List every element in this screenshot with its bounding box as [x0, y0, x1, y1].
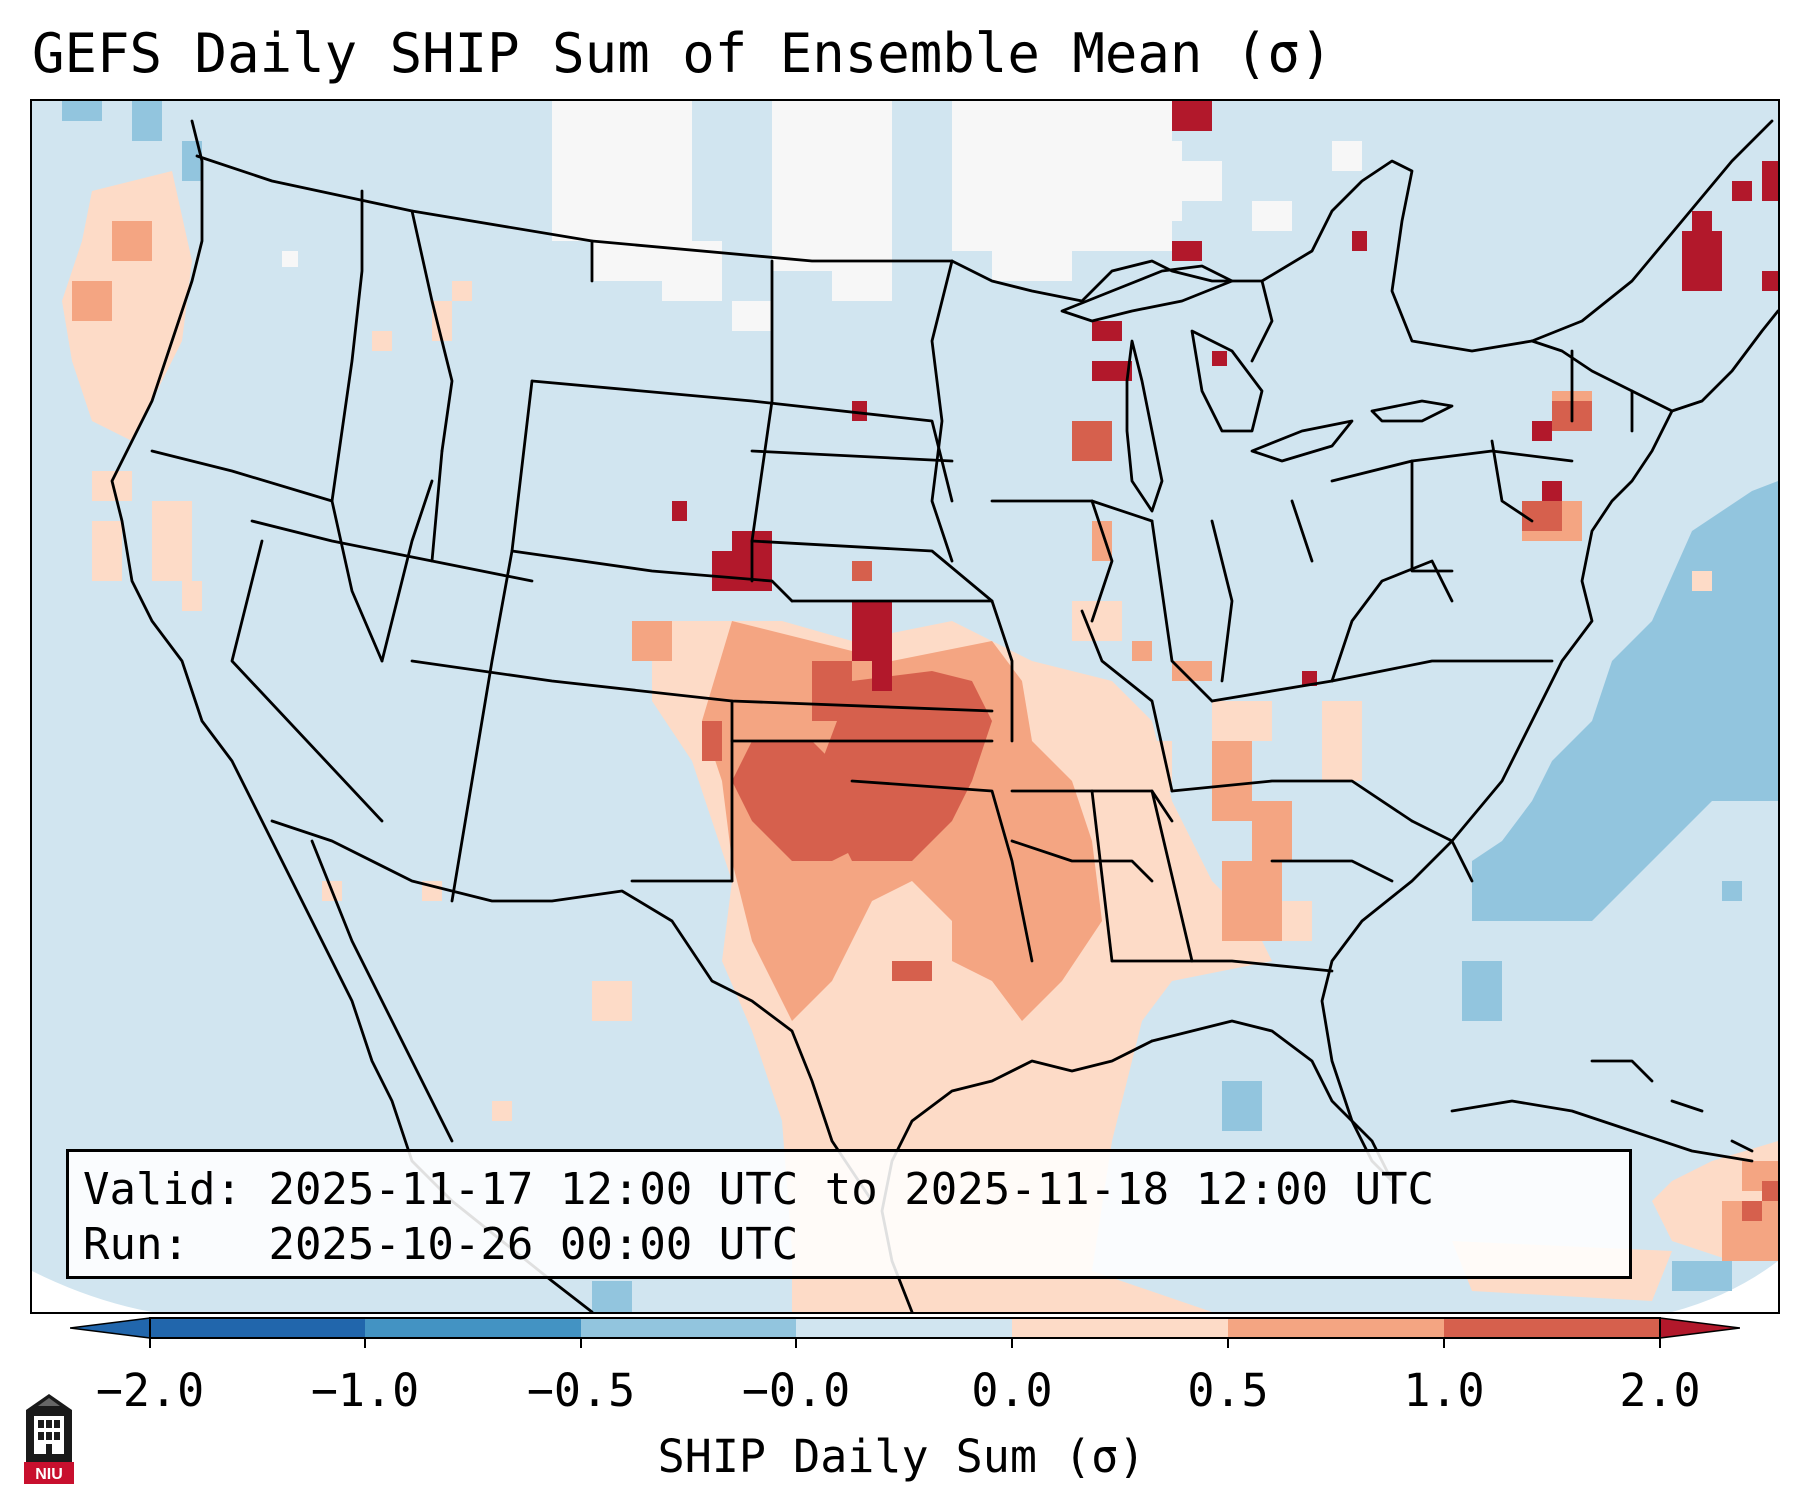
- tick-label: −0.5: [526, 1364, 636, 1417]
- colorbar-bin-3: [796, 1318, 1012, 1338]
- map-canvas: [32, 101, 1778, 1312]
- tick-label: 0.0: [971, 1364, 1053, 1417]
- projection-edge-right: [1672, 1261, 1778, 1312]
- boundaries: [110, 119, 1778, 1312]
- colorbar-bin-4: [1012, 1318, 1228, 1338]
- page-title: GEFS Daily SHIP Sum of Ensemble Mean (σ): [32, 22, 1333, 85]
- colorbar: [70, 1317, 1740, 1348]
- colorbar-bin-0: [150, 1318, 365, 1338]
- map-panel: [30, 99, 1780, 1314]
- strong-positive-anomaly: [702, 401, 1778, 1221]
- tick-label: 1.0: [1403, 1364, 1485, 1417]
- niu-logo-icon: NIU: [24, 1394, 74, 1484]
- projection-edge-left: [32, 1271, 152, 1312]
- valid-label: Valid:: [83, 1164, 242, 1215]
- run-info-box: Valid: 2025-11-17 12:00 UTC to 2025-11-1…: [66, 1149, 1632, 1279]
- colorbar-bin-6: [1444, 1318, 1660, 1338]
- tick-label: 2.0: [1619, 1364, 1701, 1417]
- run-row: Run: 2025-10-26 00:00 UTC: [83, 1217, 1615, 1272]
- colorbar-over-arrow: [1659, 1317, 1740, 1339]
- valid-row: Valid: 2025-11-17 12:00 UTC to 2025-11-1…: [83, 1162, 1615, 1217]
- colorbar-ticks: [149, 1338, 1661, 1348]
- colorbar-under-arrow: [70, 1317, 151, 1339]
- logo-text: NIU: [35, 1466, 63, 1483]
- colorbar-label: SHIP Daily Sum (σ): [657, 1430, 1146, 1483]
- tick-label: 0.5: [1187, 1364, 1269, 1417]
- run-label: Run:: [83, 1219, 189, 1270]
- negative-anomaly-pacific: [62, 101, 202, 181]
- colorbar-bin-5: [1228, 1318, 1444, 1338]
- colorbar-bin-1: [365, 1318, 581, 1338]
- tick-label: −0.0: [741, 1364, 851, 1417]
- valid-value: 2025-11-17 12:00 UTC to 2025-11-18 12:00…: [268, 1164, 1435, 1215]
- near-zero-patches: [282, 101, 1362, 331]
- tick-label: −2.0: [95, 1364, 205, 1417]
- colorbar-bin-2: [581, 1318, 796, 1338]
- colorbar-outline: [149, 1317, 1661, 1339]
- run-value: 2025-10-26 00:00 UTC: [268, 1219, 799, 1270]
- extreme-positive-anomaly: [672, 101, 1778, 691]
- tick-label: −1.0: [310, 1364, 420, 1417]
